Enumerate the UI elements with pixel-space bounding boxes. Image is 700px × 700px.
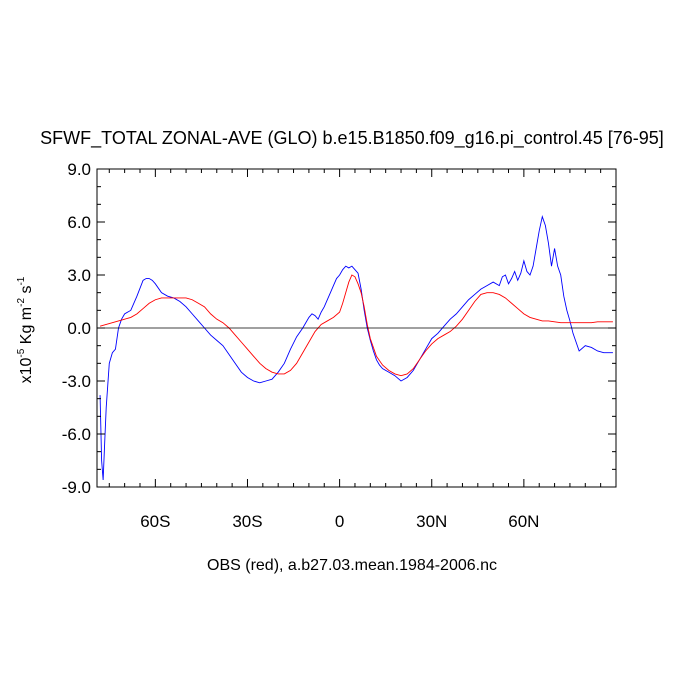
series-layer: [99, 215, 613, 480]
y-axis-label-prefix: x10: [18, 357, 35, 383]
x-tick-label: 60N: [508, 512, 539, 531]
y-tick-label: -9.0: [62, 478, 91, 497]
series-line-model: [99, 215, 613, 480]
y-tick-label: -6.0: [62, 425, 91, 444]
x-axis-ticks: 60S 30S 0 30N 60N: [108, 169, 617, 531]
chart-title: SFWF_TOTAL ZONAL-AVE (GLO) b.e15.B1850.f…: [40, 128, 664, 149]
x-tick-label: 30N: [416, 512, 447, 531]
y-tick-label: 0.0: [67, 319, 91, 338]
series-line-obs: [99, 274, 613, 377]
x-tick-label: 60S: [140, 512, 170, 531]
y-axis-label: x10-5 Kg m-2 s-1: [16, 276, 35, 383]
x-axis-label: OBS (red), a.b27.03.mean.1984-2006.nc: [207, 557, 497, 574]
x-tick-label: 0: [335, 512, 344, 531]
y-tick-label: -3.0: [62, 372, 91, 391]
y-axis-label-unit-kg: Kg m: [18, 307, 35, 349]
y-axis-label-exp: -5: [16, 348, 27, 357]
y-tick-label: 6.0: [67, 213, 91, 232]
y-axis-label-exp-m: -2: [16, 298, 27, 307]
y-axis-label-unit-s: s: [18, 286, 35, 298]
y-axis-ticks: -9.0 -6.0 -3.0 0.0 3.0 6.0 9.0: [62, 160, 616, 497]
plot-area: -9.0 -6.0 -3.0 0.0 3.0 6.0 9.0 60S 30S 0 30N 60N: [62, 160, 617, 531]
y-tick-label: 3.0: [67, 266, 91, 285]
x-tick-label: 30S: [232, 512, 262, 531]
y-axis-label-exp-s: -1: [16, 276, 27, 285]
y-tick-label: 9.0: [67, 160, 91, 179]
